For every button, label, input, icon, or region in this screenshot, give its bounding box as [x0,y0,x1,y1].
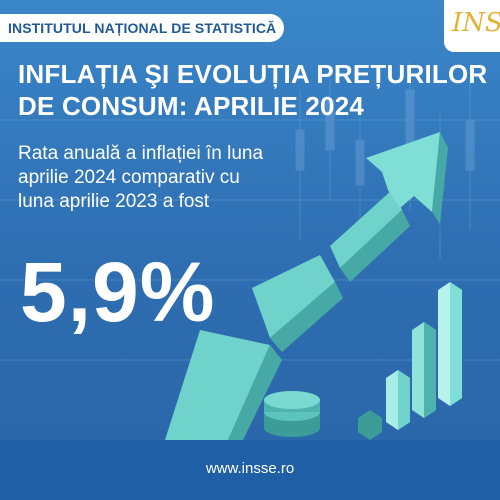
inflation-value: 5,9% [20,245,216,339]
website-link[interactable]: www.insse.ro [205,460,295,477]
rising-arrow-icon [165,132,448,440]
subtitle: Rata anuală a inflației în luna aprilie … [18,142,278,214]
bar-blocks-icon [358,282,462,440]
subtitle-line-2: aprilie 2024 comparativ cu [18,167,240,188]
subtitle-line-3: luna aprilie 2023 a fost [18,191,210,212]
title-line-2: DE CONSUM: APRILIE 2024 [18,91,365,121]
ins-logo: INS [444,0,500,52]
footer-bar: www.insse.ro [0,440,500,500]
logo-text: INS [452,8,500,38]
institution-badge: INSTITUTUL NAȚIONAL DE STATISTICĂ [0,14,284,42]
title-line-1: INFLAȚIA ŞI EVOLUȚIA PREȚURILOR [18,59,488,89]
subtitle-line-1: Rata anuală a inflației în luna [18,143,264,164]
institution-name: INSTITUTUL NAȚIONAL DE STATISTICĂ [8,20,277,36]
page-title: INFLAȚIA ŞI EVOLUȚIA PREȚURILOR DE CONSU… [18,58,488,122]
coins-icon [264,391,320,437]
background-texture [0,60,500,361]
